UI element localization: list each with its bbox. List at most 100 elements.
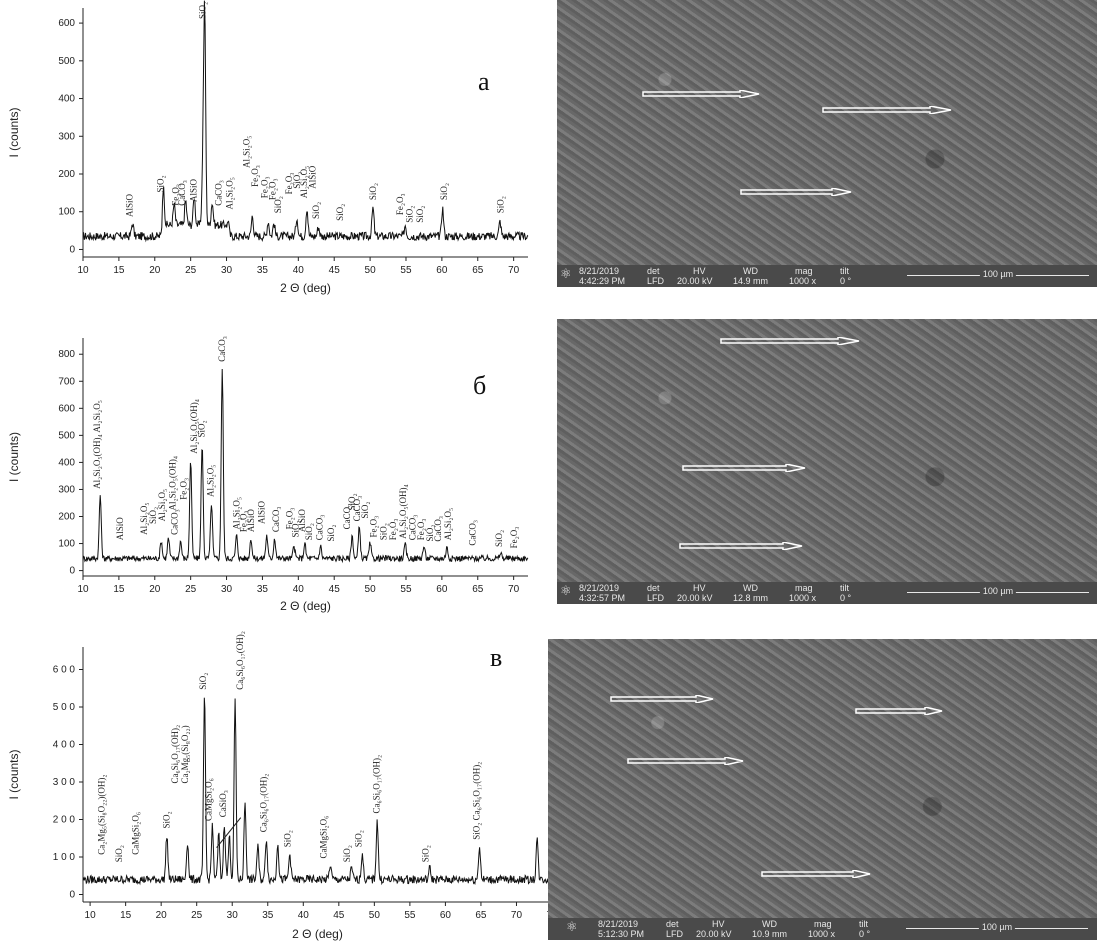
peak-label: Fe₂O₃ — [285, 508, 295, 530]
x-tick-label: 45 — [329, 584, 341, 595]
peak-label: Fe₂O₃ — [267, 178, 277, 200]
scale-bar: 100 µm — [907, 586, 1089, 596]
y-tick-label: 2 0 0 — [53, 815, 76, 826]
y-tick-label: 0 — [69, 890, 75, 901]
xrd-chart-b-svg: 0 100 200 300 400 500 600 700 800 10 15 20 25 30 35 40 4… — [7, 336, 529, 613]
x-tick-label: 20 — [156, 910, 168, 921]
scale-label: 100 µm — [979, 586, 1017, 596]
peak-label: Fe₂O₃ — [250, 165, 260, 187]
xrd-trace — [82, 368, 529, 564]
panel-label: б — [473, 371, 486, 400]
peak-label: Fe₂O₃ — [259, 176, 269, 198]
x-tick-label: 60 — [436, 584, 448, 595]
peak-label: SiO₂ — [282, 830, 292, 847]
peak-label: Al₂Si₂O₅(OH)₄ — [189, 399, 199, 454]
x-tick-label: 50 — [365, 584, 377, 595]
arrow-marker — [679, 542, 803, 550]
x-tick-label: 15 — [120, 910, 132, 921]
peak-label: CaCO₃ — [315, 515, 325, 541]
sem-time: 4:32:57 PM — [579, 593, 626, 603]
peak-label: Al₂Si₂O₅ — [157, 489, 167, 521]
sem-wd: 10.9 mm — [752, 929, 788, 939]
x-tick-label: 40 — [298, 910, 310, 921]
peak-label: Fe₂O₃ — [284, 173, 294, 195]
arrow-marker — [740, 188, 852, 196]
scale-label: 100 µm — [978, 922, 1016, 932]
peak-label: SiO₂ — [196, 420, 206, 437]
peak-label: SiO₂ Ca₆Si₆O₁₇(OH)₂ — [472, 762, 482, 840]
x-tick-label: 20 — [149, 265, 161, 276]
peak-label: CaMgSi₂O₆ — [319, 816, 329, 859]
x-tick-label: 15 — [113, 584, 125, 595]
y-tick-label: 400 — [58, 94, 75, 105]
xrd-chart-b: 0 100 200 300 400 500 600 700 800 10 15 20 25 30 35 40 4… — [0, 318, 548, 618]
peak-label: Al₂Si₂O₅ — [443, 508, 453, 540]
sem-tilt-label: tilt — [840, 266, 849, 276]
y-tick-label: 500 — [58, 430, 75, 441]
peak-label: Fe₂O₃ — [395, 193, 405, 215]
peak-label: SiO₂ — [496, 196, 506, 213]
sem-date: 8/21/2019 — [598, 919, 639, 929]
x-tick-label: 10 — [77, 584, 89, 595]
peak-label: SiO₂ — [347, 493, 357, 510]
x-tick-label: 45 — [333, 910, 345, 921]
x-tick-label: 40 — [293, 584, 305, 595]
peak-label: SiO₂ — [198, 2, 208, 19]
sem-info-bar: ⚛ 8/21/2019 4:32:57 PM det LFD HV 20.00 … — [557, 582, 1097, 604]
peak-label: SiO₂ — [404, 206, 414, 223]
leader-line — [216, 817, 242, 848]
peak-label: Fe₂O₃ — [170, 184, 180, 206]
sem-det-label: det — [647, 583, 660, 593]
x-tick-label: 35 — [257, 265, 269, 276]
x-tick-label: 65 — [472, 584, 484, 595]
peak-label: SiO₂ — [335, 204, 345, 221]
sem-hv: 20.00 kV — [696, 929, 732, 939]
x-tick-label: 65 — [475, 910, 487, 921]
x-tick-label: 70 — [508, 584, 520, 595]
x-axis-title: 2 Θ (deg) — [280, 599, 331, 613]
x-tick-label: 25 — [185, 265, 197, 276]
y-tick-label: 600 — [58, 18, 75, 29]
y-tick-label: 5 0 0 — [53, 702, 76, 713]
peak-label: Al₂Si₂O₅(OH)₄ — [398, 484, 408, 539]
sem-micrograph-a — [557, 0, 1097, 265]
peak-label: CaCO₃ — [217, 336, 227, 362]
y-axis-title: I (counts) — [7, 107, 21, 157]
peak-label: SiO₂ — [425, 524, 435, 541]
y-tick-label: 0 — [69, 244, 75, 255]
peak-label: CaCO₃ — [433, 516, 443, 542]
peak-label: CaCO₃ — [342, 504, 352, 530]
peak-label: SiO₂ — [415, 206, 425, 223]
peak-label: SiO₂ — [360, 501, 370, 518]
sem-det: LFD — [647, 593, 665, 603]
peak-label: Ca₂Mg₅(Si₈O₂₂)(OH)₂ — [96, 774, 106, 854]
sem-micrograph-v — [548, 639, 1097, 918]
x-tick-label: 55 — [404, 910, 416, 921]
peak-label: Fe₂O₃ — [388, 518, 398, 540]
x-tick-label: 45 — [329, 265, 341, 276]
y-tick-label: 100 — [58, 539, 75, 550]
peak-label: SiO₂ — [439, 183, 449, 200]
peak-label: SiO₂ — [162, 811, 172, 828]
sem-det: LFD — [647, 276, 665, 286]
peak-label: Fe₂O₃ — [178, 478, 188, 500]
sem-mag-label: mag — [795, 266, 813, 276]
sem-date: 8/21/2019 — [579, 266, 620, 276]
arrow-marker — [610, 695, 714, 703]
x-tick-label: 50 — [369, 910, 381, 921]
peak-label: Al₂Si₂O₅ — [231, 497, 241, 529]
peak-label: AlSiO — [125, 194, 135, 218]
x-tick-label: 10 — [85, 910, 97, 921]
sem-image-v: ⚛ 8/21/2019 5:12:30 PM det LFD HV 20.00 … — [548, 639, 1097, 940]
peak-label: SiO₂ — [494, 530, 504, 547]
y-axis-title: I (counts) — [7, 749, 21, 799]
y-tick-label: 400 — [58, 457, 75, 468]
peak-label: SiO₂ — [368, 183, 378, 200]
x-axis-title: 2 Θ (deg) — [292, 927, 343, 941]
x-tick-label: 25 — [191, 910, 203, 921]
peak-label: CaCO₃ — [214, 180, 224, 206]
xrd-chart-a-svg: 0 100 200 300 400 500 600 10 15 20 25 30 35 40 45 50 55 6… — [7, 0, 529, 295]
peak-label: AlSiO — [188, 178, 198, 202]
peak-label: Al₂Si₂O₅ — [224, 177, 234, 209]
sem-mag-label: mag — [795, 583, 813, 593]
